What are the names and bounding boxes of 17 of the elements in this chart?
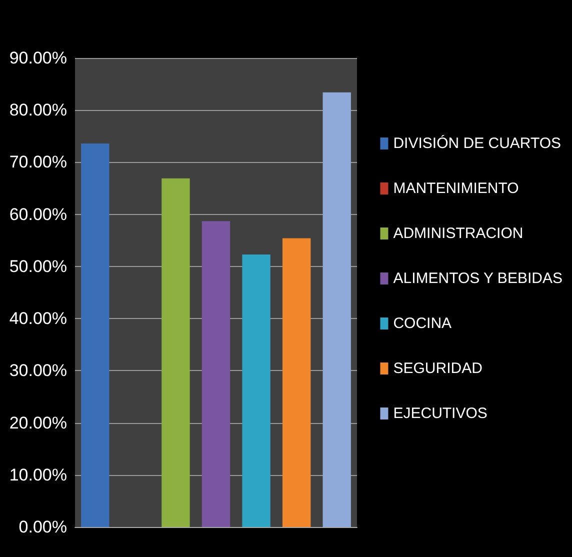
legend-label: MANTENIMIENTO xyxy=(393,180,519,197)
y-tick-label: 40.00% xyxy=(9,309,67,328)
legend-label: ADMINISTRACION xyxy=(393,225,524,242)
y-tick-label: 60.00% xyxy=(9,204,67,224)
y-tick-label: 30.00% xyxy=(9,361,67,380)
y-tick-label: 50.00% xyxy=(9,256,67,276)
legend-label: SEGURIDAD xyxy=(393,360,483,377)
legend-label: ALIMENTOS Y BEBIDAS xyxy=(393,270,562,287)
y-tick-label: 70.00% xyxy=(9,152,67,172)
legend-label: EJECUTIVOS xyxy=(393,405,488,422)
y-tick-label: 20.00% xyxy=(9,413,67,432)
y-tick-label: 0.00% xyxy=(18,518,67,536)
legend-label: DIVISIÓN DE CUARTOS xyxy=(393,134,562,152)
y-tick-label: 80.00% xyxy=(9,100,67,120)
y-tick-label: 90.00% xyxy=(9,48,67,68)
legend-label: COCINA xyxy=(393,315,452,332)
y-tick-label: 10.00% xyxy=(9,465,67,484)
